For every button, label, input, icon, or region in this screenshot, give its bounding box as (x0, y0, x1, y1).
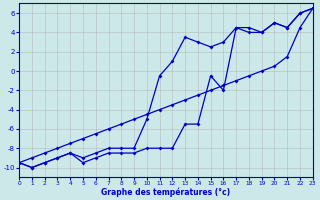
X-axis label: Graphe des températures (°c): Graphe des températures (°c) (101, 187, 230, 197)
